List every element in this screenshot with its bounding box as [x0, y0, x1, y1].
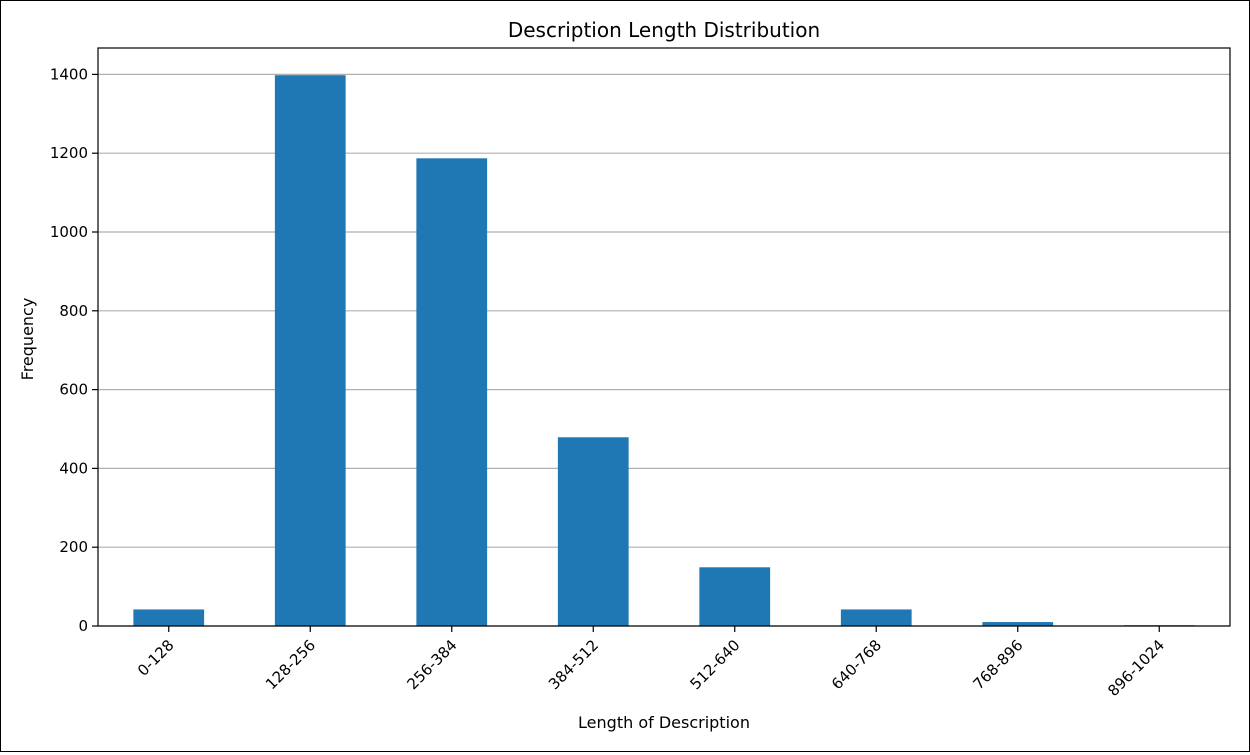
bar-640-768	[840, 609, 912, 626]
bar-512-640	[699, 567, 771, 626]
x-tick-label: 896-1024	[1104, 636, 1168, 700]
grid-lines	[98, 73, 1230, 627]
chart-title: Description Length Distribution	[508, 18, 820, 42]
y-tick-label: 0	[78, 617, 88, 635]
x-tick-label: 640-768	[828, 636, 885, 693]
y-tick-label: 1000	[50, 223, 88, 241]
x-tick-label: 384-512	[545, 636, 602, 693]
bar-768-896	[982, 622, 1054, 626]
plot-frame	[97, 47, 1231, 627]
x-tick-label: 768-896	[970, 636, 1027, 693]
y-axis-label: Frequency	[18, 298, 37, 381]
y-tick-label: 200	[59, 538, 88, 556]
x-tick-label: 512-640	[687, 636, 744, 693]
bars	[133, 75, 1195, 627]
y-tick-label: 400	[59, 459, 88, 477]
x-tick-label: 128-256	[262, 636, 319, 693]
y-tick-label: 600	[59, 381, 88, 399]
x-tick-label: 0-128	[134, 636, 178, 680]
bar-384-512	[557, 437, 629, 626]
y-tick-label: 800	[59, 302, 88, 320]
bar-256-384	[416, 158, 488, 627]
axes	[97, 47, 1231, 627]
y-tick-label: 1400	[50, 65, 88, 83]
y-ticks: 0 200 400 600 800 1000 1200 1400	[50, 65, 98, 635]
bar-0-128	[133, 609, 205, 626]
bar-128-256	[274, 75, 346, 626]
x-tick-label: 256-384	[404, 636, 461, 693]
y-tick-label: 1200	[50, 144, 88, 162]
x-ticks: 0-128 128-256 256-384 384-512 512-640 640-768…	[134, 626, 1168, 700]
x-axis-label: Length of Description	[578, 713, 750, 732]
